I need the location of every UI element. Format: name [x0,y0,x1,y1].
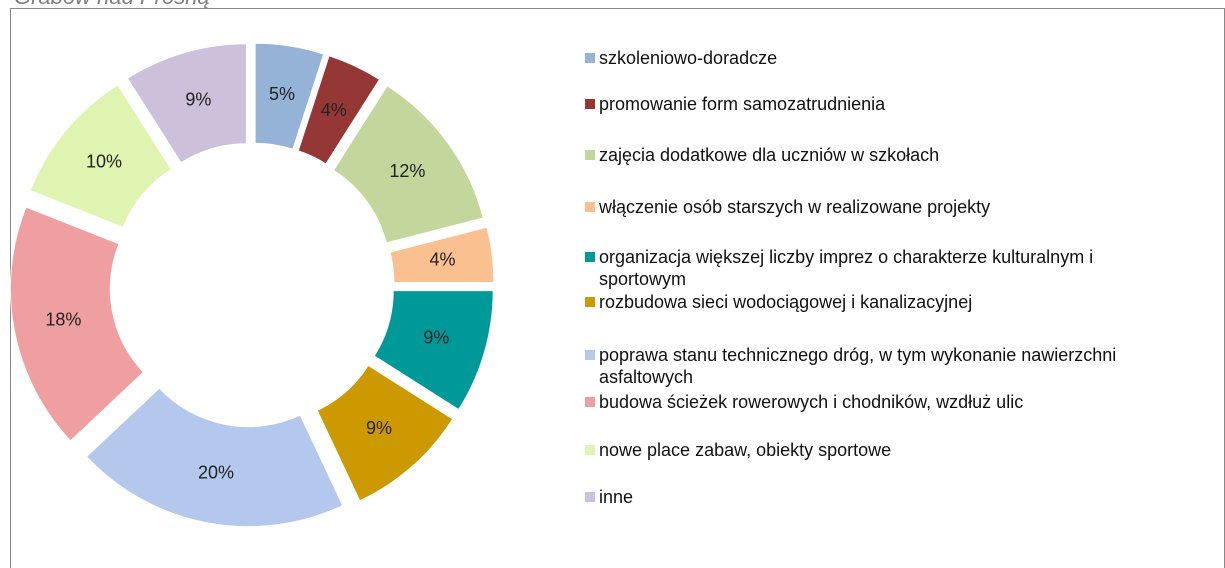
legend-swatch [585,297,595,307]
legend-swatch [585,397,595,407]
legend-swatch [585,99,595,109]
data-label: 9% [423,327,449,347]
legend-swatch [585,445,595,455]
legend-swatch [585,202,595,212]
legend-label: włączenie osób starszych w realizowane p… [599,197,991,217]
legend-item: inne [585,486,1175,508]
legend-item: organizacja większej liczby imprez o cha… [585,246,1175,290]
legend-label: promowanie form samozatrudnienia [599,94,886,114]
legend-item: rozbudowa sieci wodociągowej i kanalizac… [585,291,1175,313]
legend-swatch [585,492,595,502]
legend-label: nowe place zabaw, obiekty sportowe [599,440,892,460]
legend-swatch [585,252,595,262]
legend-item: szkoleniowo-doradcze [585,47,1175,69]
data-label: 5% [269,84,295,104]
donut-segment [373,290,494,411]
donut-segment [332,85,484,244]
legend-label: organizacja większej liczby imprez o cha… [599,247,1094,289]
legend-swatch [585,53,595,63]
data-label: 9% [185,89,211,109]
legend-label: zajęcia dodatkowe dla uczniów w szkołach [599,145,940,165]
donut-segment [316,364,454,502]
donut-segment [29,84,172,228]
legend-swatch [585,150,595,160]
data-label: 4% [429,250,455,270]
legend-item: budowa ścieżek rowerowych i chodników, w… [585,391,1175,413]
donut-segment [389,226,495,283]
data-label: 9% [366,418,392,438]
donut-segment [85,387,344,528]
legend-label: szkoleniowo-doradcze [599,48,778,68]
chart-title: Grabów nad Prosną [14,0,210,9]
donut-segment [254,42,325,150]
legend-label: budowa ścieżek rowerowych i chodników, w… [599,392,1024,412]
legend-item: nowe place zabaw, obiekty sportowe [585,439,1175,461]
data-label: 18% [45,310,81,330]
legend-swatch [585,350,595,360]
donut-segment [126,43,247,164]
legend-item: poprawa stanu technicznego dróg, w tym w… [585,344,1175,388]
legend-item: promowanie form samozatrudnienia [585,93,1175,115]
legend-label: inne [599,487,634,507]
legend-label: rozbudowa sieci wodociągowej i kanalizac… [599,292,973,312]
donut-segment [297,55,381,165]
legend-label: poprawa stanu technicznego dróg, w tym w… [599,345,1117,387]
data-label: 10% [86,151,122,171]
data-label: 4% [321,100,347,120]
data-label: 20% [198,462,234,482]
legend-item: włączenie osób starszych w realizowane p… [585,196,1175,218]
data-label: 12% [389,161,425,181]
legend-item: zajęcia dodatkowe dla uczniów w szkołach [585,144,1175,166]
donut-segment [9,206,145,442]
